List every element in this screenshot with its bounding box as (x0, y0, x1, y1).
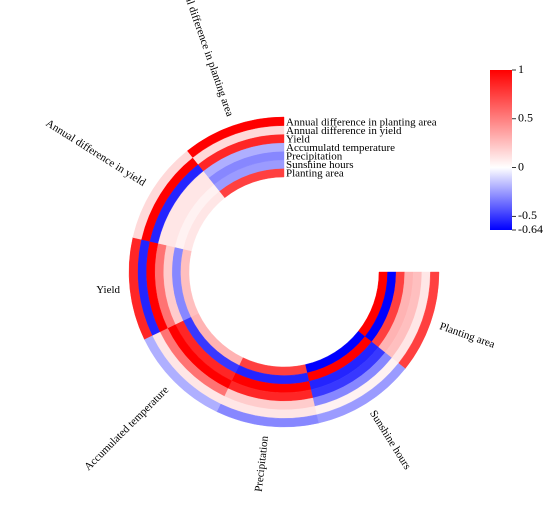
colorbar-tick-label: -0.64 (518, 222, 543, 236)
ring-label-annual-difference-in-planting-area: Annual difference in planting area (286, 116, 437, 128)
colorbar-tick-label: 0.5 (518, 111, 533, 125)
ring-label-precipitation: Precipitation (286, 151, 343, 163)
sector-label-annual-difference-in-planting-area: Annual difference in planting area (175, 0, 236, 118)
sector-label-annual-difference-in-yield: Annual difference in yield (43, 117, 148, 189)
ring-label-planting-area: Planting area (286, 168, 344, 180)
ring-label-yield: Yield (286, 133, 310, 145)
ring-label-sunshine-hours: Sunshine hours (286, 159, 354, 171)
sector-label-planting-area: Planting area (438, 320, 497, 350)
ring-label-annual-difference-in-yield: Annual difference in yield (286, 125, 402, 137)
colorbar-ticks: 1 0.5 0 -0.5-0.64 (512, 62, 543, 236)
colorbar-tick-label: 1 (518, 62, 524, 76)
colorbar: 1 0.5 0 -0.5-0.64 (490, 62, 543, 236)
colorbar-gradient (490, 70, 512, 230)
ring-labels: Annual difference in planting areaAnnual… (286, 116, 437, 179)
cell-annual-difference-in-planting-area-annual-difference-in-yield (192, 125, 285, 165)
sector-label-sunshine-hours: Sunshine hours (367, 408, 413, 472)
ring-label-accumulatd-temperature: Accumulatd temperature (286, 142, 395, 154)
sector-label-precipitation: Precipitation (253, 435, 271, 493)
cell-annual-difference-in-planting-area-yield (197, 133, 285, 172)
sector-label-yield: Yield (96, 284, 120, 296)
colorbar-tick-label: -0.5 (518, 208, 537, 222)
sector-label-accumulated-temperature: Accumulated temperature (82, 384, 171, 473)
colorbar-tick-label: 0 (518, 159, 524, 173)
heatmap-cells (128, 116, 440, 428)
